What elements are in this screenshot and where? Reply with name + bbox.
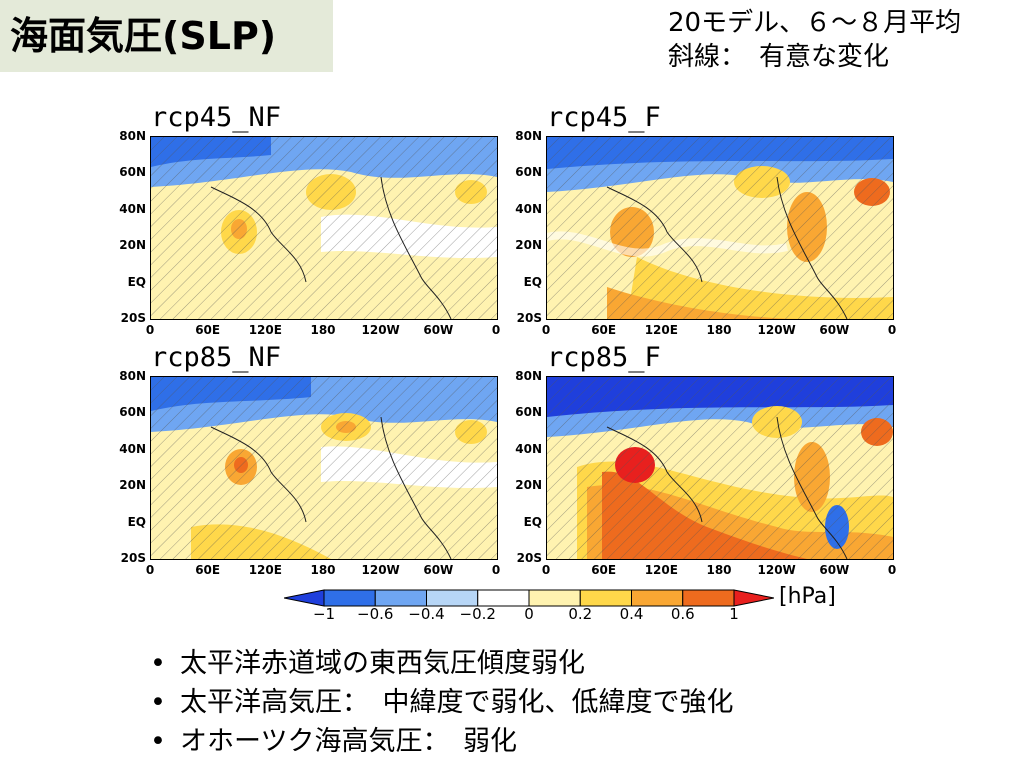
lon-tick-label: 120W: [757, 563, 796, 577]
colorbar-tick-label: −0.2: [459, 605, 496, 623]
lat-tick-label: 20N: [515, 238, 542, 253]
bullet-list: • 太平洋赤道域の東西気圧傾度弱化 • 太平洋高気圧： 中緯度で弱化、低緯度で強化 …: [150, 644, 734, 761]
lon-tick-label: 60E: [195, 323, 221, 337]
lon-tick-label: 60E: [591, 563, 617, 577]
lon-tick-label: 120W: [757, 323, 796, 337]
colorbar-segment: [374, 589, 427, 607]
lon-tick-label: 0: [887, 323, 897, 337]
colorbar-tick-label: −1: [312, 605, 336, 623]
lat-tick-label: 20S: [516, 551, 542, 565]
panel-label-rcp85-f: rcp85_F: [547, 342, 661, 373]
lon-tick-label: 60W: [819, 563, 850, 577]
lat-tick-label: 40N: [119, 201, 146, 216]
colorbar-segment: [477, 589, 530, 607]
lat-tick-label: 60N: [515, 405, 542, 420]
lon-tick-label: 0: [491, 323, 501, 337]
lat-tick-label: 40N: [515, 201, 542, 216]
bullet-item: • 太平洋赤道域の東西気圧傾度弱化: [150, 648, 585, 679]
colorbar-max-arrow: [733, 589, 774, 607]
lon-tick-label: 60W: [423, 323, 454, 337]
lon-tick-label: 0: [145, 563, 155, 577]
lon-tick-label: 0: [541, 323, 551, 337]
lon-tick-label: 0: [491, 563, 501, 577]
colorbar-tick-label: 0.4: [619, 605, 644, 623]
bullet-item: • オホーツク海高気圧： 弱化: [150, 726, 517, 757]
panel-label-rcp45-f: rcp45_F: [547, 102, 661, 133]
lon-tick-label: 0: [145, 323, 155, 337]
lat-tick-label: 20N: [515, 478, 542, 493]
colorbar-segment: [631, 589, 684, 607]
lon-tick-label: 120W: [361, 563, 400, 577]
lat-tick-label: 20S: [516, 311, 542, 325]
lat-tick-label: 80N: [119, 369, 146, 383]
lon-tick-label: 180: [706, 323, 732, 337]
title-box: 海面気圧(SLP): [0, 0, 333, 72]
lat-tick-label: 80N: [515, 369, 542, 383]
lon-tick-label: 180: [310, 563, 336, 577]
lat-tick-label: 40N: [515, 441, 542, 456]
colorbar-segment: [323, 589, 376, 607]
colorbar-tick-label: 1: [729, 605, 739, 623]
lon-tick-label: 60W: [819, 323, 850, 337]
lat-tick-label: 40N: [119, 441, 146, 456]
lat-tick-label: 20N: [119, 238, 146, 253]
lat-tick-label: 20S: [120, 311, 146, 325]
panel-label-rcp85-nf: rcp85_NF: [151, 342, 282, 373]
lat-tick-label: 20N: [119, 478, 146, 493]
lon-tick-label: 0: [887, 563, 897, 577]
lon-tick-label: 180: [310, 323, 336, 337]
colorbar-tick-label: −0.6: [357, 605, 394, 623]
colorbar-tick-label: −0.4: [408, 605, 445, 623]
lat-tick-label: 60N: [119, 165, 146, 180]
lon-tick-label: 60E: [591, 323, 617, 337]
method-note: 20モデル、６～８月平均 斜線： 有意な変化: [668, 6, 961, 74]
note-line-1: 20モデル、６～８月平均: [668, 8, 962, 38]
colorbar-segment: [682, 589, 735, 607]
colorbar-tick-label: 0.6: [670, 605, 695, 623]
lon-tick-label: 180: [706, 563, 732, 577]
bullet-text: オホーツク海高気圧： 弱化: [180, 726, 517, 757]
colorbar-segment: [528, 589, 581, 607]
bullet-text: 太平洋高気圧： 中緯度で弱化、低緯度で強化: [180, 687, 734, 718]
lon-tick-label: 120E: [248, 563, 282, 577]
lon-tick-label: 60E: [195, 563, 221, 577]
map-rcp85-f: [546, 376, 894, 560]
map-rcp85-nf: [150, 376, 498, 560]
lat-tick-label: 80N: [515, 129, 542, 143]
colorbar: [284, 589, 774, 607]
slide-title: 海面気圧(SLP): [10, 14, 277, 58]
map-rcp45-nf: [150, 136, 498, 320]
colorbar-unit: [hPa]: [779, 584, 836, 609]
bullet-item: • 太平洋高気圧： 中緯度で弱化、低緯度で強化: [150, 687, 734, 718]
colorbar-tick-label: 0.2: [568, 605, 593, 623]
lat-tick-label: EQ: [127, 514, 146, 529]
note-line-2: 斜線： 有意な変化: [668, 42, 890, 72]
colorbar-tick-label: 0: [524, 605, 534, 623]
lat-tick-label: 80N: [119, 129, 146, 143]
lat-tick-label: EQ: [127, 274, 146, 289]
lon-tick-label: 120W: [361, 323, 400, 337]
lat-tick-label: EQ: [523, 274, 542, 289]
colorbar-min-arrow: [284, 589, 325, 607]
map-rcp45-f: [546, 136, 894, 320]
colorbar-segment: [579, 589, 632, 607]
lat-tick-label: 20S: [120, 551, 146, 565]
lon-tick-label: 120E: [644, 563, 678, 577]
colorbar-segment: [426, 589, 479, 607]
bullet-text: 太平洋赤道域の東西気圧傾度弱化: [180, 648, 585, 679]
lat-tick-label: EQ: [523, 514, 542, 529]
lat-tick-label: 60N: [119, 405, 146, 420]
lon-tick-label: 120E: [644, 323, 678, 337]
lon-tick-label: 120E: [248, 323, 282, 337]
lon-tick-label: 60W: [423, 563, 454, 577]
lat-tick-label: 60N: [515, 165, 542, 180]
lon-tick-label: 0: [541, 563, 551, 577]
panel-label-rcp45-nf: rcp45_NF: [151, 102, 282, 133]
